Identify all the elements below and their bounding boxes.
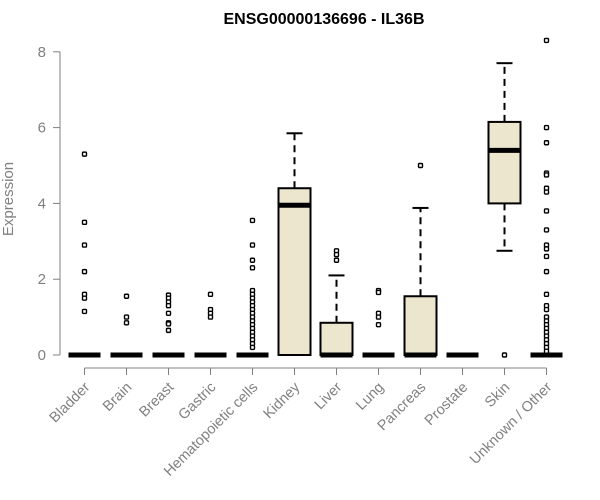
x-tick-label: Prostate bbox=[422, 380, 471, 429]
outlier-point bbox=[165, 310, 172, 317]
outlier-point bbox=[375, 289, 382, 296]
y-axis: 0 2 4 6 8 bbox=[38, 44, 61, 364]
box-group bbox=[236, 217, 269, 358]
box-iqr bbox=[277, 187, 312, 356]
box-group bbox=[403, 162, 438, 358]
box-group bbox=[530, 37, 563, 358]
outlier-point bbox=[249, 257, 256, 263]
x-tick-label: Breast bbox=[136, 380, 177, 421]
x-tick-label: Kidney bbox=[261, 379, 304, 422]
outlier-point bbox=[249, 217, 256, 224]
outlier-point bbox=[333, 251, 340, 258]
outlier-point bbox=[207, 314, 214, 320]
box-group bbox=[110, 293, 143, 358]
outlier-point bbox=[333, 257, 340, 263]
outlier-point bbox=[375, 314, 382, 320]
y-tick-label: 4 bbox=[38, 195, 46, 212]
outlier-point bbox=[375, 321, 382, 328]
box-group bbox=[277, 132, 312, 356]
outlier-point bbox=[249, 344, 256, 351]
outlier-point bbox=[165, 303, 172, 309]
outlier-point bbox=[123, 293, 130, 299]
outlier-point bbox=[543, 189, 550, 195]
outlier-point bbox=[417, 162, 424, 169]
y-tick-label: 2 bbox=[38, 271, 46, 288]
x-tick-label: Liver bbox=[312, 379, 346, 413]
box-group bbox=[68, 151, 101, 358]
box-group bbox=[194, 291, 227, 358]
outlier-point bbox=[81, 151, 88, 157]
outlier-point bbox=[165, 327, 172, 334]
box-group bbox=[319, 248, 354, 358]
outlier-point bbox=[123, 314, 130, 320]
outlier-point bbox=[543, 306, 550, 313]
y-tick-label: 6 bbox=[38, 120, 46, 137]
outlier-point bbox=[543, 208, 550, 214]
y-tick-label: 0 bbox=[38, 347, 46, 364]
outlier-point bbox=[543, 246, 550, 252]
box-group bbox=[487, 62, 522, 358]
x-tick-label: Skin bbox=[482, 380, 513, 411]
x-tick-label: Brain bbox=[100, 380, 135, 415]
outlier-point bbox=[123, 320, 130, 326]
outlier-point bbox=[543, 348, 550, 354]
outlier-point bbox=[543, 268, 550, 275]
box-group bbox=[362, 287, 395, 358]
outlier-point bbox=[249, 265, 256, 271]
outlier-point bbox=[543, 140, 550, 146]
outlier-point bbox=[543, 37, 550, 44]
plot-area bbox=[68, 37, 563, 358]
outlier-point bbox=[81, 242, 88, 248]
outlier-point bbox=[543, 227, 550, 233]
outlier-point bbox=[543, 291, 550, 298]
y-tick-label: 8 bbox=[38, 44, 46, 61]
y-axis-title: Expression bbox=[0, 162, 17, 236]
outlier-point bbox=[249, 242, 256, 248]
outlier-point bbox=[165, 321, 172, 327]
outlier-point bbox=[543, 253, 550, 260]
box-iqr bbox=[403, 295, 438, 357]
outlier-point bbox=[543, 124, 550, 131]
outlier-point bbox=[543, 172, 550, 178]
chart-title: ENSG00000136696 - IL36B bbox=[223, 11, 424, 28]
x-tick-label: Bladder bbox=[47, 379, 94, 426]
box-iqr bbox=[487, 120, 522, 205]
outlier-point bbox=[81, 219, 88, 226]
outlier-point bbox=[501, 352, 508, 358]
outlier-point bbox=[81, 268, 88, 275]
x-tick-label: Lung bbox=[353, 380, 387, 414]
outlier-point bbox=[81, 295, 88, 301]
box-group bbox=[152, 292, 185, 358]
box-iqr bbox=[319, 321, 354, 357]
outlier-point bbox=[207, 291, 214, 298]
outlier-point bbox=[81, 308, 88, 315]
